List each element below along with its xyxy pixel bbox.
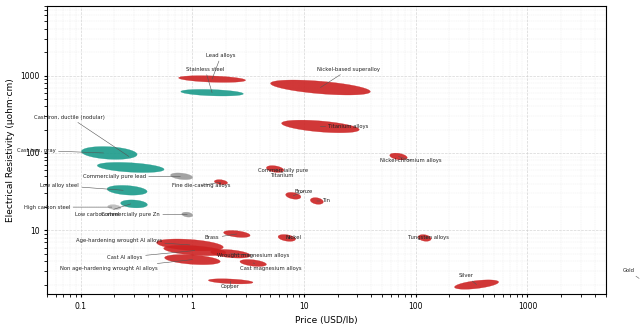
Text: Tungsten alloys: Tungsten alloys (408, 235, 449, 240)
Polygon shape (240, 260, 267, 266)
Polygon shape (454, 280, 499, 289)
Polygon shape (267, 166, 284, 172)
Text: Lead alloys: Lead alloys (206, 53, 236, 79)
Text: Brass: Brass (204, 234, 237, 240)
Text: Gold: Gold (622, 268, 639, 278)
Text: Cast iron, ductile (nodular): Cast iron, ductile (nodular) (35, 115, 129, 157)
Text: Stainless steel: Stainless steel (186, 67, 224, 93)
Polygon shape (121, 200, 147, 208)
Polygon shape (310, 198, 323, 204)
Text: Nickel: Nickel (285, 235, 301, 240)
Text: Low carbon steel: Low carbon steel (75, 204, 131, 217)
Polygon shape (208, 279, 253, 284)
Text: Cast iron, gray: Cast iron, gray (17, 148, 104, 153)
Polygon shape (286, 192, 301, 199)
Text: Nickel-based superalloy: Nickel-based superalloy (317, 67, 380, 87)
Text: Fine die-casting alloys: Fine die-casting alloys (172, 182, 231, 188)
Polygon shape (156, 239, 223, 251)
Polygon shape (163, 245, 226, 256)
Text: Tin: Tin (317, 199, 331, 204)
Polygon shape (214, 180, 228, 185)
Text: Wrought magnesium alloys: Wrought magnesium alloys (217, 253, 289, 258)
Polygon shape (620, 270, 641, 287)
Text: Copper: Copper (221, 281, 240, 289)
Text: Nickel-chromium alloys: Nickel-chromium alloys (380, 157, 442, 163)
Polygon shape (81, 147, 137, 159)
Polygon shape (278, 235, 296, 241)
Text: Cast magnesium alloys: Cast magnesium alloys (240, 263, 301, 271)
Polygon shape (271, 80, 370, 95)
Y-axis label: Electrical Resistivity (μohm·cm): Electrical Resistivity (μohm·cm) (6, 78, 15, 222)
Polygon shape (418, 235, 431, 241)
Text: Cast Al alloys: Cast Al alloys (108, 251, 195, 260)
Polygon shape (165, 255, 221, 265)
Text: Silver: Silver (458, 273, 476, 285)
Text: High carbon steel: High carbon steel (24, 205, 112, 210)
Polygon shape (179, 76, 246, 82)
Text: Age-hardening wrought Al alloys: Age-hardening wrought Al alloys (76, 238, 190, 245)
Polygon shape (281, 120, 359, 133)
Polygon shape (97, 163, 164, 172)
X-axis label: Price (USD/lb): Price (USD/lb) (295, 316, 358, 325)
Polygon shape (181, 89, 244, 96)
Polygon shape (107, 185, 147, 195)
Polygon shape (182, 212, 193, 217)
Text: Titanium alloys: Titanium alloys (320, 124, 369, 129)
Polygon shape (390, 153, 407, 160)
Polygon shape (108, 205, 121, 210)
Polygon shape (224, 230, 250, 237)
Polygon shape (171, 173, 193, 180)
Polygon shape (211, 250, 251, 258)
Text: Commercially pure lead: Commercially pure lead (83, 174, 180, 179)
Text: Commercially pure
Titanium: Commercially pure Titanium (258, 168, 308, 178)
Text: Bronze: Bronze (294, 189, 313, 196)
Text: Low alloy steel: Low alloy steel (40, 183, 123, 190)
Text: Non age-hardening wrought Al alloys: Non age-hardening wrought Al alloys (60, 260, 192, 271)
Text: Commercially pure Zn: Commercially pure Zn (101, 212, 187, 217)
